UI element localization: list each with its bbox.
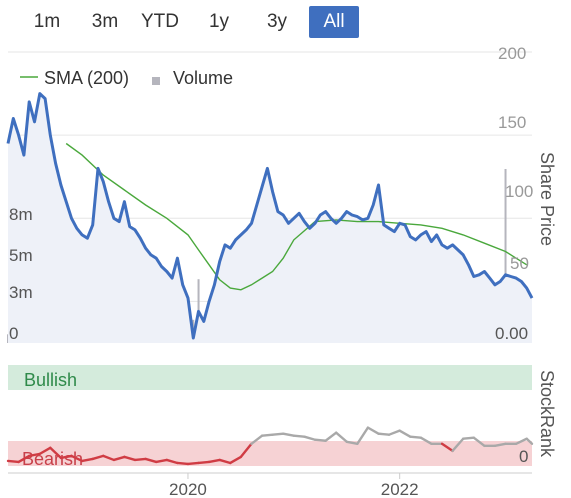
range-all[interactable]: All [309, 6, 359, 38]
stockrank-segment [292, 434, 306, 438]
stockrank-segment [6, 459, 20, 464]
volume-tick: 3m [9, 283, 33, 302]
stockrank-segment [313, 438, 327, 442]
stockrank-segment [229, 455, 243, 465]
stockrank-zero-tick: 0 [519, 447, 528, 466]
stockrank-segment [250, 434, 264, 445]
x-axis: 2020 2022 [169, 473, 419, 498]
stockrank-segment [260, 433, 274, 437]
stockrank-segment [186, 461, 200, 466]
bearish-label: Bearish [22, 449, 83, 469]
stockrank-segment [398, 429, 412, 438]
stockrank-segment [91, 454, 105, 461]
price-axis: 200 150 100 50 [498, 44, 533, 273]
volume-legend-label: Volume [173, 68, 233, 88]
volume-tick: 8m [9, 205, 33, 224]
range-ytd[interactable]: YTD [141, 11, 179, 32]
stockrank-segment [419, 436, 433, 445]
stockrank-segment [218, 458, 232, 465]
bearish-band [8, 441, 532, 466]
bullish-label: Bullish [24, 370, 77, 390]
range-3m[interactable]: 3m [91, 11, 119, 32]
stockrank-segment [123, 455, 137, 462]
stockrank-segment [271, 432, 285, 436]
stockrank-segment [144, 457, 158, 464]
x-tick-label: 2020 [169, 480, 207, 498]
stockrank-segment [197, 460, 211, 465]
stockrank-segment [27, 452, 41, 458]
price-tick: 200 [498, 44, 526, 63]
sma-legend-label: SMA (200) [44, 68, 129, 88]
stockrank-segment [176, 461, 190, 466]
stockrank-segment [102, 454, 116, 462]
range-1y[interactable]: 1y [208, 11, 230, 32]
stockrank-segment [70, 454, 84, 463]
volume-axis: 8m 5m 3m 0 0.00 [9, 205, 528, 343]
stockrank-segment [514, 437, 528, 445]
stockrank-segment [472, 436, 486, 447]
stockrank-segment [377, 432, 391, 436]
x-tick-label: 2022 [381, 480, 419, 498]
stockrank-segment [451, 437, 465, 453]
stockrank-segment [345, 440, 359, 445]
stockrank-segment [440, 442, 454, 453]
stockrank-segment [366, 426, 380, 435]
stockrank-segment [356, 426, 370, 445]
stockrank-axis-title: StockRank [537, 370, 557, 458]
stockrank-segment [525, 437, 534, 445]
stockrank-line [6, 426, 534, 466]
price-tick: 100 [505, 182, 533, 201]
sma-line [65, 142, 528, 291]
volume-zero-right: 0.00 [495, 324, 528, 343]
volume-legend-swatch [152, 77, 160, 85]
volume-tick: 0 [9, 324, 18, 343]
price-area-fill [8, 93, 532, 343]
price-tick: 150 [498, 113, 526, 132]
stockrank-segment [133, 457, 147, 462]
stockrank-segment [461, 436, 475, 440]
volume-bar [504, 169, 507, 343]
stockrank-segment [409, 435, 423, 439]
stockrank-segment [80, 457, 94, 463]
stockrank-segment [387, 429, 401, 436]
stockrank-segment [207, 458, 221, 464]
stockrank-segment [493, 442, 507, 447]
stockrank-segment [324, 431, 338, 442]
stockrank-segment [155, 458, 168, 464]
stockrank-segment [303, 435, 317, 441]
range-1m[interactable]: 1m [33, 11, 61, 32]
stockrank-segment [59, 454, 73, 460]
range-3y[interactable]: 3y [266, 11, 288, 32]
stockrank-segment [282, 432, 296, 437]
stockrank-segment [112, 455, 126, 462]
volume-tick: 5m [9, 246, 33, 265]
bullish-band [8, 365, 532, 390]
stockrank-segment [334, 431, 348, 443]
price-tick: 50 [510, 254, 529, 273]
share-price-axis-title: Share Price [537, 152, 557, 246]
stockrank-segment [239, 442, 253, 459]
stockrank-segment [38, 446, 52, 456]
price-line [6, 92, 534, 340]
stockrank-segment [49, 446, 63, 460]
stockrank-segment [165, 458, 179, 465]
stockrank-segment [17, 454, 31, 464]
range-selector: 1m 3m YTD 1y 3y All [0, 0, 571, 44]
